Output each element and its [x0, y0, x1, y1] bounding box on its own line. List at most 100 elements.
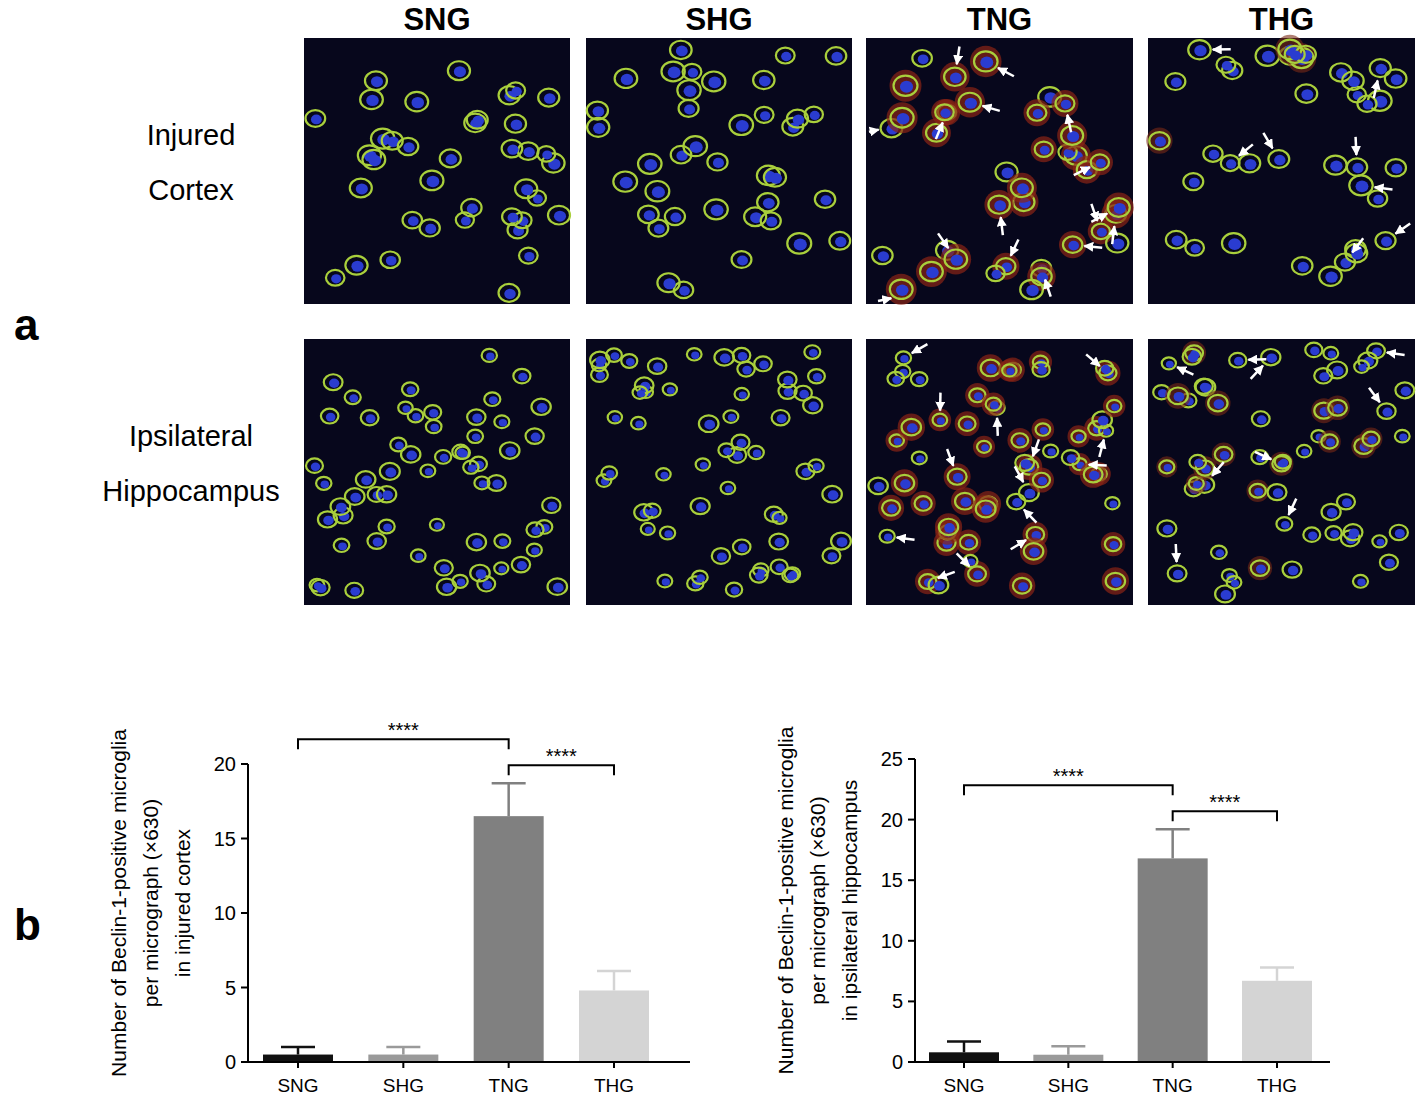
x-tick-label: TNG [1153, 1075, 1193, 1096]
microglia [960, 535, 977, 550]
microglia [482, 349, 497, 362]
microglia [772, 512, 786, 524]
nucleus [759, 76, 771, 87]
beclin-signal [915, 569, 940, 594]
nucleus [994, 200, 1006, 211]
microglia [748, 446, 764, 459]
error-bar-stem [1067, 1046, 1070, 1054]
nucleus [728, 414, 736, 421]
microglia [548, 206, 570, 225]
microglia [1347, 158, 1367, 175]
microglia [912, 50, 932, 67]
microglia [1363, 432, 1380, 446]
nucleus [593, 106, 605, 117]
nucleus [1089, 471, 1099, 480]
micrograph-background [304, 38, 570, 304]
microglia [803, 397, 822, 413]
y-tick-label: 10 [881, 930, 903, 952]
microglia [405, 92, 428, 111]
nucleus [1172, 236, 1183, 246]
y-tick [908, 1061, 915, 1063]
arrow [1354, 137, 1357, 155]
nucleus [828, 490, 839, 500]
microglia [500, 442, 519, 459]
microglia [494, 415, 509, 428]
microglia [1276, 517, 1292, 530]
error-bar-cap [1051, 1045, 1085, 1048]
nucleus [992, 270, 1002, 279]
microglia [1108, 198, 1130, 217]
microglia [1149, 132, 1169, 149]
microglia [665, 208, 685, 225]
microglia [986, 398, 1001, 411]
nucleus [808, 402, 819, 412]
microglia [398, 402, 413, 414]
microglia [1375, 232, 1395, 249]
arrow [1248, 358, 1266, 361]
nucleus [386, 256, 397, 266]
microglia [435, 560, 453, 575]
nucleus [1068, 241, 1079, 251]
nucleus [1040, 146, 1050, 155]
nucleus [1395, 529, 1405, 538]
nucleus [662, 578, 670, 585]
nucleus [900, 479, 911, 489]
arrow [1395, 223, 1410, 233]
microglia [660, 527, 675, 540]
microglia [737, 362, 754, 377]
error-bar-cap [281, 1046, 315, 1049]
nucleus [1110, 541, 1119, 549]
y-tick-label: 20 [214, 753, 236, 775]
microglia [506, 82, 525, 98]
microglia [804, 345, 820, 359]
nucleus [664, 530, 672, 538]
microglia [512, 557, 530, 573]
nucleus [521, 184, 533, 195]
microglia [1390, 525, 1408, 540]
microglia [635, 377, 654, 393]
nucleus [828, 552, 838, 561]
microglia [670, 41, 692, 59]
microglia [633, 386, 648, 398]
micrograph [586, 38, 852, 304]
error-bar-cap [386, 1046, 420, 1049]
arrow [897, 537, 915, 539]
nucleus [916, 376, 925, 384]
nucleus [738, 544, 748, 553]
microglia [398, 138, 419, 155]
arrow [1255, 452, 1271, 459]
error-bar [386, 1047, 420, 1054]
nucleus [652, 186, 665, 198]
nucleus [446, 154, 458, 165]
nucleus [338, 542, 347, 550]
arrow [1089, 463, 1107, 466]
nucleus [711, 204, 724, 216]
microglia [467, 534, 486, 550]
microglia [872, 247, 892, 264]
microglia [959, 93, 981, 112]
nucleus [919, 500, 928, 509]
microglia [757, 193, 778, 211]
microglia [1221, 155, 1240, 171]
x-tick-label: THG [1257, 1075, 1297, 1096]
nucleus [897, 113, 910, 125]
nucleus [1096, 159, 1106, 168]
arrow [938, 572, 955, 578]
microglia [1185, 240, 1204, 256]
arrow [1213, 48, 1231, 51]
arrow [957, 553, 970, 566]
nucleus [1326, 438, 1335, 446]
bar [1138, 858, 1208, 1062]
nucleus [331, 274, 341, 283]
nucleus [1006, 368, 1014, 375]
significance-label: **** [1053, 765, 1084, 787]
nucleus [1377, 539, 1385, 546]
nucleus [1382, 408, 1392, 417]
microglia [880, 530, 895, 543]
microglia [882, 500, 900, 515]
nucleus [918, 54, 929, 64]
nucleus [1363, 100, 1373, 110]
nucleus [593, 123, 605, 134]
nucleus [329, 379, 339, 388]
error-bar-stem [1276, 967, 1279, 980]
